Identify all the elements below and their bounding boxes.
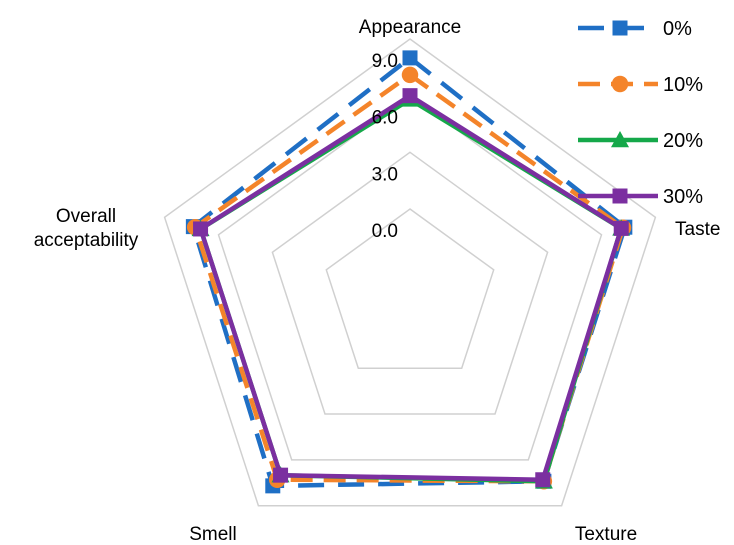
category-label-1: Taste	[675, 219, 720, 240]
tick-label-3: 9.0	[372, 51, 398, 72]
series-3-point-3	[273, 467, 289, 483]
legend-item-2: 20%	[578, 130, 703, 152]
legend-marker-3	[612, 188, 628, 204]
category-label-0: Appearance	[359, 17, 461, 38]
category-label-4: Overall acceptability	[34, 206, 139, 251]
grid-ring-3	[163, 38, 657, 507]
category-label-2: Texture	[575, 524, 637, 545]
legend-item-1: 10%	[578, 74, 703, 96]
grid-ring-2	[217, 94, 603, 461]
legend-marker-0	[612, 20, 628, 36]
series-line-3	[198, 93, 624, 482]
series-3-point-1	[613, 220, 629, 236]
series-1	[186, 66, 632, 490]
radar-series	[185, 50, 633, 494]
radar-grid	[163, 38, 657, 507]
category-label-3: Smell	[189, 524, 237, 545]
series-line-1	[192, 72, 626, 484]
series-0	[185, 50, 633, 494]
legend-label-1: 10%	[663, 74, 703, 96]
grid-ring-1	[271, 151, 549, 415]
legend-item-3: 30%	[578, 186, 703, 208]
legend-label-2: 20%	[663, 130, 703, 152]
series-1-point-0	[401, 66, 419, 84]
grid-ring-0	[325, 208, 495, 369]
series-3-point-2	[535, 472, 551, 488]
legend-marker-1	[611, 75, 629, 93]
tick-label-1: 3.0	[372, 164, 398, 185]
legend-label-0: 0%	[663, 18, 692, 40]
legend-marker-2	[611, 131, 629, 148]
series-3-point-4	[193, 221, 209, 237]
series-0-point-0	[402, 50, 418, 66]
tick-label-2: 6.0	[372, 108, 398, 129]
legend-item-0: 0%	[578, 18, 692, 40]
legend: 0% 10% 20% 30%	[578, 18, 703, 208]
series-3-point-0	[402, 88, 418, 104]
tick-label-0: 0.0	[372, 221, 398, 242]
radar-labels: 0.0 3.0 6.0 9.0 Appearance Taste Texture Smell O…	[34, 17, 721, 545]
legend-label-3: 30%	[663, 186, 703, 208]
series-3	[193, 88, 629, 488]
series-line-0	[191, 55, 628, 489]
